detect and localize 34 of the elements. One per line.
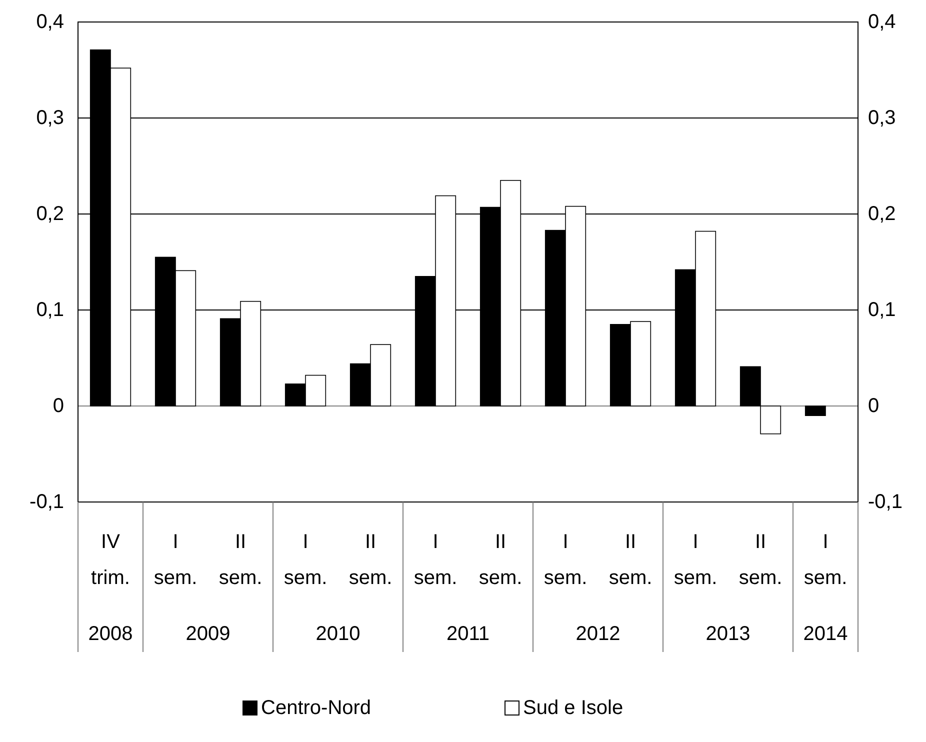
y2-tick-label: 0,1 (868, 299, 896, 321)
text: 2014 (803, 623, 848, 645)
x-tick-label: II sem. (478, 531, 522, 589)
y-tick-label: 0,4 (36, 11, 64, 33)
y-tick-label: -0,1 (30, 491, 64, 513)
x-tick-label: II sem. (738, 531, 782, 589)
y-tick-label: 0,2 (36, 203, 64, 225)
x-tick-label: I sem. (284, 531, 328, 589)
x-tick-label: II sem. (608, 531, 652, 589)
legend-label: Centro-Nord (261, 697, 372, 719)
text: 2010 (316, 623, 360, 645)
x-tick-label: II sem. (218, 531, 262, 589)
x-tick-label: I sem. (674, 531, 718, 589)
y-tick-label: 0,3 (36, 107, 64, 129)
y2-tick-label: 0,3 (868, 107, 896, 129)
x-tick-label: I sem. (804, 531, 848, 589)
x-tick-label: I sem. (154, 531, 198, 589)
text: 2011 (446, 623, 490, 645)
text: 2008 (88, 623, 133, 645)
x-tick-label: IV trim. (91, 531, 130, 589)
text: 2009 (186, 623, 230, 645)
x-tick-label: I sem. (414, 531, 458, 589)
x-tick-label: II sem. (348, 531, 392, 589)
text: 2013 (706, 623, 750, 645)
y-tick-label: 0,1 (36, 299, 64, 321)
x-tick-label: I sem. (544, 531, 588, 589)
legend-label: Sud e Isole (523, 697, 624, 719)
y2-tick-label: -0,1 (868, 491, 902, 513)
bar (804, 406, 826, 416)
y2-tick-label: 0 (868, 395, 880, 417)
y2-tick-label: 0,2 (868, 203, 896, 225)
text: 2012 (576, 623, 620, 645)
y-tick-label: 0 (52, 395, 64, 417)
y2-tick-label: 0,4 (868, 11, 896, 33)
